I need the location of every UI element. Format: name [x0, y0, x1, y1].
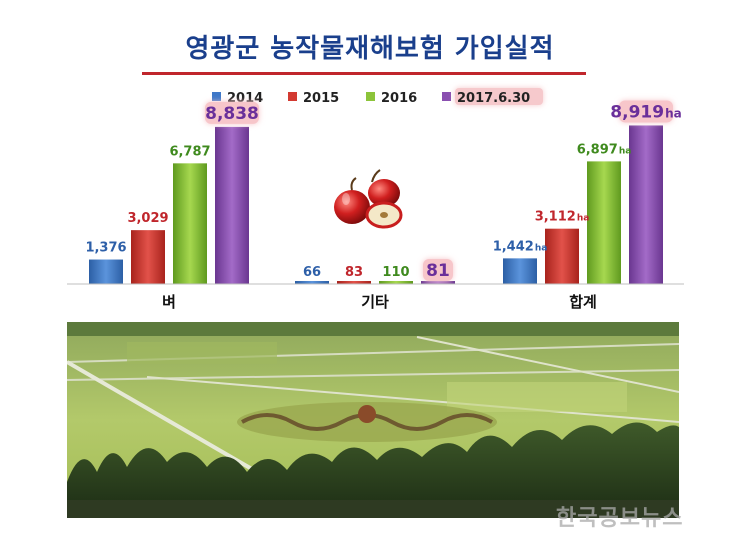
bar-chart: 2014 2015 2016 2017.6.30 1,3763,0296,7878,8… [67, 88, 684, 311]
data-label-1-0: 66 [303, 265, 321, 280]
bar-2-3 [629, 125, 663, 284]
data-label-1-3: 81 [426, 261, 450, 281]
bar-1-3 [421, 281, 455, 284]
bar-0-0 [89, 259, 123, 284]
data-label-1-1: 83 [345, 265, 363, 280]
data-label-1-2: 110 [382, 265, 409, 280]
chart-legend: 2014 2015 2016 2017.6.30 [212, 88, 543, 106]
highlight-glow-0 [205, 101, 259, 124]
legend-swatch-3 [442, 92, 451, 101]
bar-1-1 [337, 281, 371, 284]
data-label-2-2: 6,897ha [577, 142, 632, 157]
bar-1-0 [295, 281, 329, 284]
chart-title: 영광군 농작물재해보험 가입실적 [185, 34, 555, 64]
apple-icon [334, 169, 403, 229]
crop-art-logo [237, 402, 497, 442]
bar-0-3 [215, 126, 249, 284]
legend-swatch-0 [212, 92, 221, 101]
bar-0-2 [173, 163, 207, 284]
legend-label-2: 2016 [381, 91, 417, 106]
data-label-2-3: 8,919ha [610, 102, 681, 122]
data-label-2-0: 1,442ha [493, 239, 548, 254]
data-label-0-1: 3,029 [127, 211, 168, 226]
legend-swatch-1 [288, 92, 297, 101]
category-label-0: 벼 [162, 293, 176, 311]
bar-2-0 [503, 258, 537, 284]
watermark: 한국공보뉴스 [556, 506, 684, 531]
category-label-1: 기타 [361, 293, 389, 311]
legend-swatch-2 [366, 92, 375, 101]
legend-label-1: 2015 [303, 91, 339, 106]
title-underline [142, 72, 586, 75]
data-label-2-1: 3,112ha [535, 210, 590, 225]
legend-highlight [455, 88, 543, 105]
category-label-2: 합계 [569, 293, 597, 311]
bar-2-2 [587, 161, 621, 284]
highlight-glow-2 [619, 100, 673, 123]
data-label-0-0: 1,376 [85, 241, 126, 256]
data-label-0-2: 6,787 [169, 144, 210, 159]
bar-0-1 [131, 230, 165, 284]
highlight-glow-1 [423, 259, 453, 281]
legend-label-3: 2017.6.30 [457, 91, 530, 106]
bar-1-2 [379, 281, 413, 284]
data-label-0-3: 8,838 [205, 104, 259, 124]
rice-field-photo [67, 322, 679, 518]
bar-2-1 [545, 228, 579, 284]
